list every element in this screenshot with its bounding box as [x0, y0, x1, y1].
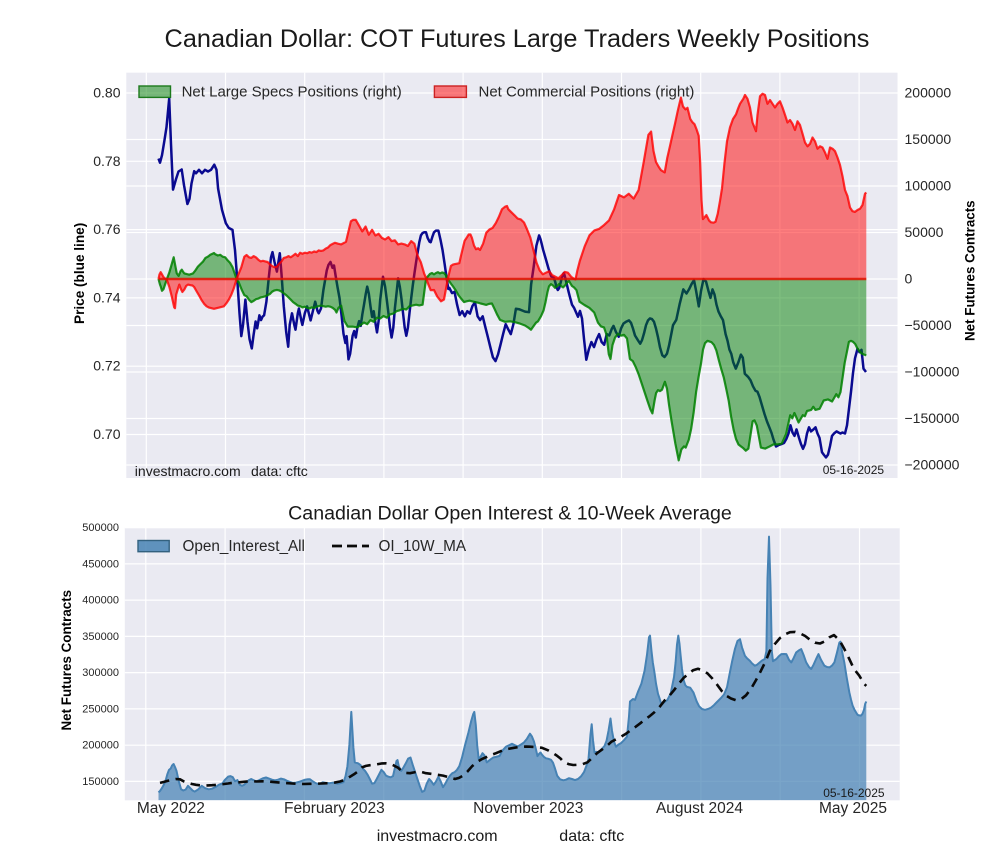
svg-text:0.76: 0.76: [93, 221, 120, 237]
svg-text:Net Commercial Positions (righ: Net Commercial Positions (right): [479, 84, 695, 101]
svg-text:data: cftc: data: cftc: [559, 828, 624, 845]
svg-text:November 2023: November 2023: [473, 800, 583, 817]
svg-text:May 2025: May 2025: [819, 800, 887, 817]
svg-text:0.72: 0.72: [93, 358, 120, 374]
svg-text:400000: 400000: [82, 595, 119, 607]
svg-text:250000: 250000: [82, 703, 119, 715]
svg-text:200000: 200000: [905, 85, 952, 101]
svg-text:−50000: −50000: [905, 317, 952, 333]
svg-text:05-16-2025: 05-16-2025: [823, 463, 885, 477]
svg-text:−100000: −100000: [905, 364, 960, 380]
svg-text:300000: 300000: [82, 667, 119, 679]
svg-text:investmacro.com: investmacro.com: [135, 463, 241, 479]
svg-text:50000: 50000: [905, 224, 944, 240]
svg-text:August 2024: August 2024: [656, 800, 743, 817]
svg-text:0.70: 0.70: [93, 426, 120, 442]
svg-text:350000: 350000: [82, 631, 119, 643]
svg-text:05-16-2025: 05-16-2025: [823, 786, 885, 800]
svg-text:May 2022: May 2022: [137, 800, 205, 817]
svg-text:100000: 100000: [905, 178, 952, 194]
svg-text:200000: 200000: [82, 740, 119, 752]
svg-text:Price (blue line): Price (blue line): [72, 223, 87, 324]
svg-text:0.74: 0.74: [93, 289, 120, 305]
svg-text:Open_Interest_All: Open_Interest_All: [183, 538, 305, 555]
svg-text:450000: 450000: [82, 558, 119, 570]
svg-text:investmacro.com: investmacro.com: [377, 828, 498, 845]
svg-text:150000: 150000: [905, 131, 952, 147]
svg-text:February 2023: February 2023: [284, 800, 385, 817]
svg-text:0.80: 0.80: [93, 85, 120, 101]
svg-text:0: 0: [905, 271, 913, 287]
svg-text:Canadian Dollar: COT Futures L: Canadian Dollar: COT Futures Large Trade…: [165, 25, 870, 53]
svg-text:150000: 150000: [82, 776, 119, 788]
svg-text:Net Futures Contracts: Net Futures Contracts: [963, 200, 978, 341]
svg-text:Net Futures Contracts: Net Futures Contracts: [59, 590, 74, 731]
svg-text:OI_10W_MA: OI_10W_MA: [379, 538, 467, 555]
svg-text:data: cftc: data: cftc: [251, 463, 308, 479]
svg-text:−150000: −150000: [905, 410, 960, 426]
svg-text:500000: 500000: [82, 522, 119, 534]
svg-text:−200000: −200000: [905, 457, 960, 473]
svg-text:0.78: 0.78: [93, 153, 120, 169]
svg-text:Canadian Dollar Open Interest: Canadian Dollar Open Interest & 10-Week …: [288, 503, 732, 525]
svg-text:Net Large Specs Positions (rig: Net Large Specs Positions (right): [182, 84, 402, 101]
